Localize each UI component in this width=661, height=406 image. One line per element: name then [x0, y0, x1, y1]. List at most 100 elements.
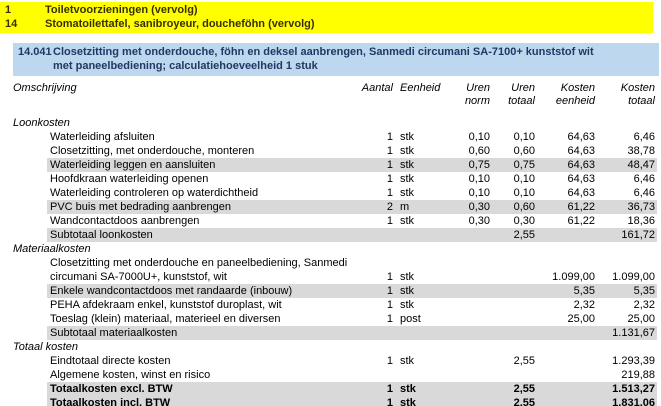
cell-uren-norm: 0,75 [468, 159, 490, 171]
column-uren-norm-line2: norm [464, 95, 490, 107]
cell-kosten-totaal: 161,72 [621, 229, 655, 241]
cost-table-row: Closetzitting, met onderdouche, monteren… [47, 144, 657, 158]
cell-eenheid: stk [400, 145, 415, 157]
cell-aantal: 1 [386, 355, 393, 367]
cell-kosten-totaal: 5,35 [633, 285, 655, 297]
cell-kosten-eenheid [535, 368, 597, 382]
item-code: 14.041 [18, 46, 52, 58]
cell-kosten-totaal: 1.293,39 [612, 355, 655, 367]
cell-uren-totaal [490, 270, 535, 284]
cell-kosten-eenheid [535, 382, 597, 396]
cell-eenheid: stk [400, 173, 415, 185]
cell-eenheid: stk [400, 215, 415, 227]
cell-uren-norm: 0,30 [468, 201, 490, 213]
cell-kosten-eenheid: 64,63 [567, 159, 595, 171]
cell-aantal: 1 [386, 159, 393, 171]
column-uren-totaal-line2: totaal [508, 95, 535, 107]
cell-uren-totaal [490, 256, 535, 270]
column-aantal: Aantal [355, 82, 393, 108]
cell-uren-totaal: 2,55 [513, 229, 535, 241]
cost-table-row: Closetzitting met onderdouche en paneelb… [47, 256, 657, 270]
cell-uren-norm [445, 368, 490, 382]
column-omschrijving: Omschrijving [13, 82, 355, 108]
cell-kosten-eenheid: 25,00 [567, 313, 595, 325]
cell-eenheid: stk [400, 131, 415, 143]
cell-eenheid: post [400, 313, 421, 325]
cost-table-row: Hoofdkraan waterleiding openen 1 stk 0,1… [47, 172, 657, 186]
cell-uren-norm [445, 312, 490, 326]
cell-uren-totaal: 0,10 [513, 187, 535, 199]
cell-uren-norm [445, 382, 490, 396]
cell-kosten-totaal: 6,46 [633, 187, 655, 199]
cell-uren-totaal: 0,60 [513, 201, 535, 213]
column-aantal-label: Aantal [361, 82, 393, 94]
cell-uren-totaal: 2,55 [513, 355, 535, 367]
cell-omschrijving: Toeslag (klein) materiaal, materieel en … [50, 313, 281, 325]
cost-table-row: PEHA afdekraam enkel, kunststof duroplas… [47, 298, 657, 312]
cell-uren-norm [445, 298, 490, 312]
cell-kosten-eenheid [535, 354, 597, 368]
cell-eenheid [393, 326, 445, 340]
column-uren-totaal: Uren totaal [490, 82, 535, 108]
cell-uren-totaal: 2,55 [513, 397, 535, 406]
cost-table-row: Waterleiding afsluiten 1 stk 0,10 0,10 6… [47, 130, 657, 144]
cost-table-row: Waterleiding leggen en aansluiten 1 stk … [47, 158, 657, 172]
cell-uren-norm [445, 326, 490, 340]
cell-kosten-eenheid [535, 256, 597, 270]
cell-aantal: 1 [386, 313, 393, 325]
cell-omschrijving: PVC buis met bedrading aanbrengen [50, 201, 232, 213]
cell-uren-norm [445, 396, 490, 406]
cost-table-row: PVC buis met bedrading aanbrengen 2 m 0,… [47, 200, 657, 214]
column-uren-norm: Uren norm [445, 82, 490, 108]
cell-uren-totaal [490, 298, 535, 312]
cost-table-row: Subtotaal materiaalkosten 1.131,67 [47, 326, 657, 340]
cell-kosten-totaal: 48,47 [627, 159, 655, 171]
cell-kosten-eenheid: 5,35 [573, 285, 595, 297]
cell-omschrijving: Waterleiding leggen en aansluiten [50, 159, 216, 171]
cell-uren-norm: 0,10 [468, 187, 490, 199]
cell-kosten-eenheid: 61,22 [567, 215, 595, 227]
cell-uren-norm: 0,10 [468, 173, 490, 185]
chapter-label: Stomatoilettafel, sanibroyeur, doucheföh… [45, 18, 315, 30]
cell-uren-totaal: 0,30 [513, 215, 535, 227]
cell-kosten-totaal: 36,73 [627, 201, 655, 213]
column-uren-norm-line1: Uren [466, 82, 490, 94]
cell-uren-totaal: 0,75 [513, 159, 535, 171]
cell-eenheid [393, 256, 445, 270]
cell-aantal: 1 [386, 271, 393, 283]
cell-uren-totaal [490, 368, 535, 382]
cell-uren-norm: 0,60 [468, 145, 490, 157]
cell-omschrijving: Hoofdkraan waterleiding openen [50, 173, 209, 185]
chapter-code: 14 [5, 18, 18, 30]
cell-uren-totaal: 0,10 [513, 173, 535, 185]
cell-aantal: 2 [386, 201, 393, 213]
cell-kosten-totaal: 1.513,27 [612, 383, 655, 395]
cell-kosten-totaal [597, 256, 657, 270]
cell-kosten-eenheid [535, 228, 597, 242]
cell-aantal: 1 [386, 131, 393, 143]
cell-kosten-totaal: 1.131,67 [612, 327, 655, 339]
cell-omschrijving: circumani SA-7000U+, kunststof, wit [50, 271, 227, 283]
cell-aantal: 1 [386, 285, 393, 297]
cell-eenheid: m [400, 201, 410, 213]
section-label: Totaal kosten [13, 341, 79, 353]
cost-table-row: Eindtotaal directe kosten 1 stk 2,55 1.2… [47, 354, 657, 368]
section-label: Loonkosten [13, 117, 70, 129]
item-header-line2: met paneelbediening; calculatiehoeveelhe… [53, 60, 318, 72]
cost-table-row: circumani SA-7000U+, kunststof, wit 1 st… [47, 270, 657, 284]
cell-kosten-eenheid: 64,63 [567, 173, 595, 185]
cell-eenheid: stk [400, 383, 416, 395]
column-eenheid-label: Eenheid [400, 82, 441, 94]
cell-uren-norm [445, 270, 490, 284]
cell-kosten-totaal: 1.099,00 [612, 271, 655, 283]
cell-kosten-eenheid: 1.099,00 [552, 271, 595, 283]
cell-kosten-totaal: 2,32 [633, 299, 655, 311]
cell-aantal: 1 [386, 215, 393, 227]
column-kosten-totaal-line1: Kosten [620, 82, 655, 94]
cell-kosten-eenheid [535, 396, 597, 406]
cell-aantal: 1 [386, 145, 393, 157]
column-uren-totaal-line1: Uren [511, 82, 535, 94]
column-kosten-eenheid-line2: eenheid [555, 95, 595, 107]
cell-omschrijving: Enkele wandcontactdoos met randaarde (in… [50, 285, 293, 297]
cell-omschrijving: PEHA afdekraam enkel, kunststof duroplas… [50, 299, 282, 311]
